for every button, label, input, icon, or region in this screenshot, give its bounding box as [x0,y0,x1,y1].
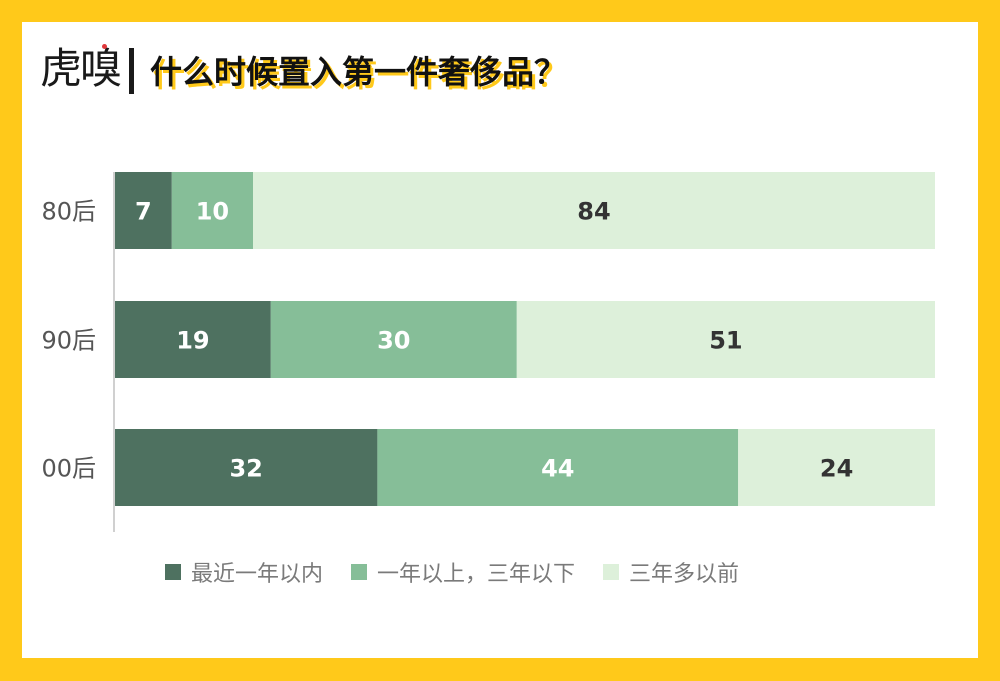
category-label-00: 00后 [41,455,96,483]
legend-label-middle: 一年以上，三年以下 [377,562,576,587]
legend-swatch-old [603,564,620,580]
legend-item-recent: 最近一年以内 [165,556,323,588]
bar-segment-90-middle [270,301,517,378]
data-label-90-old: 51 [709,327,742,355]
legend-swatch-middle [351,564,368,580]
legend-swatch-recent [165,564,181,580]
category-label-90: 90后 [41,327,96,355]
chart-title: 什么时候置入第一件奢侈品？ [150,53,567,91]
legend-item-middle: 一年以上，三年以下 [351,556,575,588]
bar-segment-00-old [738,429,935,506]
title-divider [129,48,134,94]
legend: 最近一年以内 一年以上，三年以下 三年多以前 [165,556,739,588]
legend-label-recent: 最近一年以内 [191,562,324,587]
bar-segment-80-middle [171,172,253,249]
data-label-00-middle: 44 [541,455,574,483]
bar-segment-90-recent [115,301,271,378]
bar-segment-00-middle [377,429,739,506]
bar-segment-80-old [253,172,935,249]
bar-segment-00-recent [115,429,378,506]
bar-segment-80-recent [115,172,172,249]
data-label-90-recent: 19 [176,327,209,355]
category-label-80: 80后 [41,198,96,226]
data-label-00-old: 24 [820,455,853,483]
bar-segment-90-old [516,301,935,378]
data-label-80-old: 84 [577,198,610,226]
data-label-80-middle: 10 [196,198,229,226]
data-label-80-recent: 7 [135,198,152,226]
logo-red-dot [102,44,107,49]
data-label-90-middle: 30 [377,327,410,355]
legend-item-old: 三年多以前 [603,556,739,588]
legend-label-old: 三年多以前 [629,562,740,587]
data-label-00-recent: 32 [229,455,262,483]
huxiu-logo: 虎嗅 [40,44,122,93]
